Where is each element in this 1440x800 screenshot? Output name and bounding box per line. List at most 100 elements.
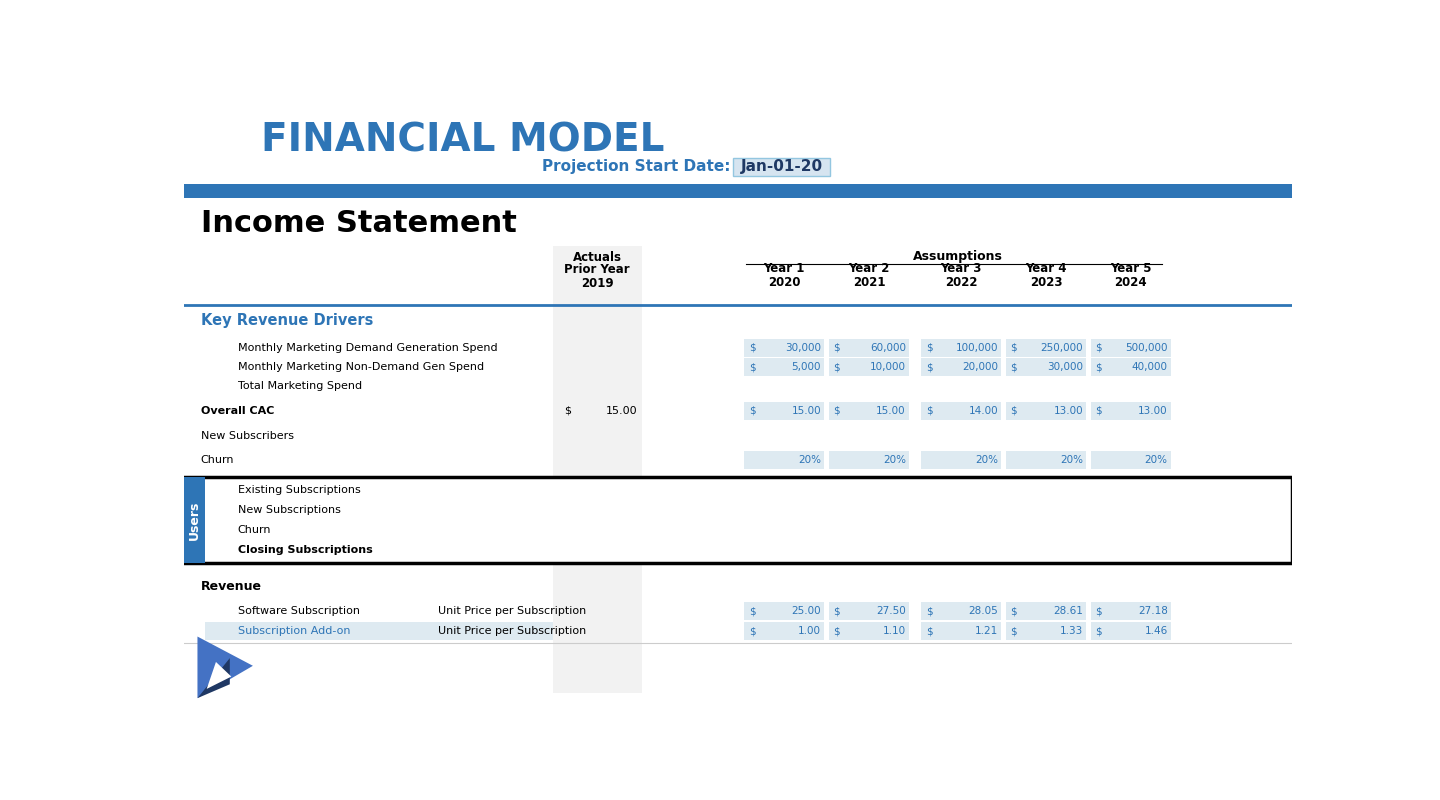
Text: Income Statement: Income Statement: [200, 209, 517, 238]
Bar: [744, 622, 824, 640]
Text: 5,000: 5,000: [792, 362, 821, 372]
Text: $: $: [926, 626, 933, 636]
Text: 15.00: 15.00: [605, 406, 636, 416]
Text: 15.00: 15.00: [876, 406, 906, 416]
Text: 13.00: 13.00: [1138, 406, 1168, 416]
Polygon shape: [197, 658, 230, 698]
Bar: [829, 602, 909, 620]
Text: $: $: [749, 606, 756, 616]
Bar: [1090, 451, 1171, 470]
Polygon shape: [207, 662, 232, 689]
Bar: [1090, 358, 1171, 376]
Text: $: $: [1096, 362, 1102, 372]
Text: Jan-01-20: Jan-01-20: [740, 159, 822, 174]
Bar: [184, 477, 204, 563]
Text: 10,000: 10,000: [870, 362, 906, 372]
Text: Monthly Marketing Non-Demand Gen Spend: Monthly Marketing Non-Demand Gen Spend: [238, 362, 484, 372]
Text: 2024: 2024: [1115, 276, 1148, 289]
Bar: [553, 358, 642, 376]
Text: $: $: [749, 626, 756, 636]
Bar: [184, 477, 1293, 563]
Bar: [922, 402, 1001, 420]
Text: 27.18: 27.18: [1138, 606, 1168, 616]
Text: Monthly Marketing Demand Generation Spend: Monthly Marketing Demand Generation Spen…: [238, 342, 497, 353]
Text: $: $: [1011, 362, 1017, 372]
Text: 28.05: 28.05: [969, 606, 998, 616]
Text: Year 4: Year 4: [1025, 262, 1067, 275]
Text: 30,000: 30,000: [1047, 362, 1083, 372]
Text: 14.00: 14.00: [969, 406, 998, 416]
Bar: [553, 602, 642, 620]
Text: 1.46: 1.46: [1145, 626, 1168, 636]
Text: $: $: [1096, 406, 1102, 416]
Text: Subscription Add-on: Subscription Add-on: [238, 626, 350, 636]
Text: $: $: [834, 342, 840, 353]
Text: $: $: [749, 406, 756, 416]
Text: 1.21: 1.21: [975, 626, 998, 636]
Bar: [829, 622, 909, 640]
Text: Year 1: Year 1: [763, 262, 805, 275]
Bar: [553, 338, 642, 357]
Text: Prior Year: Prior Year: [564, 262, 629, 276]
Text: 40,000: 40,000: [1132, 362, 1168, 372]
Bar: [744, 602, 824, 620]
Bar: [1007, 358, 1086, 376]
Bar: [1007, 602, 1086, 620]
Bar: [553, 451, 642, 470]
Text: $: $: [834, 362, 840, 372]
Text: $: $: [1011, 342, 1017, 353]
Bar: [1007, 402, 1086, 420]
Text: $: $: [834, 606, 840, 616]
Text: 500,000: 500,000: [1125, 342, 1168, 353]
Bar: [1090, 622, 1171, 640]
Text: 15.00: 15.00: [792, 406, 821, 416]
Bar: [829, 358, 909, 376]
Bar: [744, 338, 824, 357]
Bar: [922, 451, 1001, 470]
Text: 20%: 20%: [975, 455, 998, 466]
Text: Year 2: Year 2: [848, 262, 890, 275]
Bar: [733, 158, 831, 176]
Text: 20,000: 20,000: [962, 362, 998, 372]
Text: Year 3: Year 3: [940, 262, 982, 275]
Text: 25.00: 25.00: [792, 606, 821, 616]
Text: 20%: 20%: [1060, 455, 1083, 466]
Text: Unit Price per Subscription: Unit Price per Subscription: [438, 606, 586, 616]
Bar: [553, 402, 642, 420]
Text: Year 5: Year 5: [1110, 262, 1152, 275]
Bar: [1090, 402, 1171, 420]
Text: $: $: [1096, 342, 1102, 353]
Text: Churn: Churn: [200, 455, 235, 466]
Text: $: $: [1011, 626, 1017, 636]
Text: 2019: 2019: [580, 277, 613, 290]
Text: Software Subscription: Software Subscription: [238, 606, 360, 616]
Text: $: $: [834, 406, 840, 416]
Bar: [829, 402, 909, 420]
Text: Users: Users: [187, 501, 202, 540]
Text: Projection Start Date:: Projection Start Date:: [541, 159, 730, 174]
Bar: [922, 358, 1001, 376]
Text: $: $: [1096, 606, 1102, 616]
Text: Key Revenue Drivers: Key Revenue Drivers: [200, 314, 373, 328]
Text: Actuals: Actuals: [573, 251, 622, 264]
Bar: [204, 622, 553, 640]
Text: New Subscribers: New Subscribers: [200, 430, 294, 441]
Text: $: $: [926, 362, 933, 372]
Bar: [1090, 602, 1171, 620]
Polygon shape: [197, 637, 253, 698]
Text: $: $: [749, 362, 756, 372]
Text: 28.61: 28.61: [1053, 606, 1083, 616]
Text: 30,000: 30,000: [785, 342, 821, 353]
Text: FINANCIAL MODEL: FINANCIAL MODEL: [261, 122, 664, 160]
Bar: [922, 602, 1001, 620]
Text: $: $: [834, 626, 840, 636]
Text: 1.00: 1.00: [798, 626, 821, 636]
Text: 2022: 2022: [945, 276, 978, 289]
Text: 20%: 20%: [883, 455, 906, 466]
Bar: [922, 338, 1001, 357]
Text: Churn: Churn: [238, 526, 271, 535]
Text: 13.00: 13.00: [1053, 406, 1083, 416]
Bar: [922, 622, 1001, 640]
Text: Existing Subscriptions: Existing Subscriptions: [238, 486, 360, 495]
Text: $: $: [1096, 626, 1102, 636]
